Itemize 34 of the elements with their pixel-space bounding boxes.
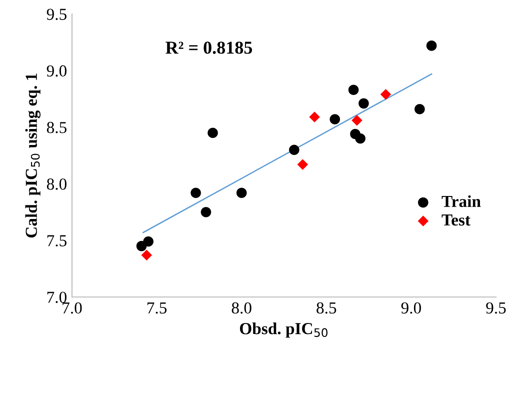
point <box>190 188 201 198</box>
x-tick-label: 7.0 <box>62 302 82 314</box>
y-tick-label: 8.0 <box>46 178 67 190</box>
legend-label: Train <box>442 195 481 208</box>
point <box>348 84 359 95</box>
point <box>309 112 320 122</box>
y-axis-title: Cald. pIC$_{50}$ using eq. 1 <box>25 74 40 238</box>
point <box>380 88 392 100</box>
y-tick-label: 7.5 <box>47 235 66 246</box>
y-tick-label: 7.0 <box>47 292 67 304</box>
point <box>141 250 152 260</box>
x-tick-label: 8.0 <box>232 302 252 314</box>
point <box>358 98 369 109</box>
point <box>208 128 218 138</box>
y-tick-label: 8.5 <box>46 122 66 134</box>
x-tick-label: 8.5 <box>316 302 336 314</box>
point <box>297 159 308 170</box>
x-tick-label: 9.0 <box>401 302 421 314</box>
point <box>236 188 247 198</box>
y-tick-label: 9.5 <box>46 8 66 20</box>
y-tick-label: 9.0 <box>46 65 67 77</box>
point <box>330 114 340 124</box>
x-axis-title: Obsd. pIC$_{50}$ <box>240 322 328 338</box>
annotation: R² = 0.8185 <box>166 42 252 54</box>
legend-label: Test <box>442 214 470 226</box>
point <box>355 133 366 144</box>
point <box>426 40 437 51</box>
x-tick-label: 9.5 <box>486 302 506 314</box>
point <box>414 104 425 114</box>
point <box>352 115 362 126</box>
point <box>143 236 154 247</box>
x-tick-label: 7.5 <box>147 302 167 314</box>
point <box>289 144 300 155</box>
point <box>200 206 212 218</box>
